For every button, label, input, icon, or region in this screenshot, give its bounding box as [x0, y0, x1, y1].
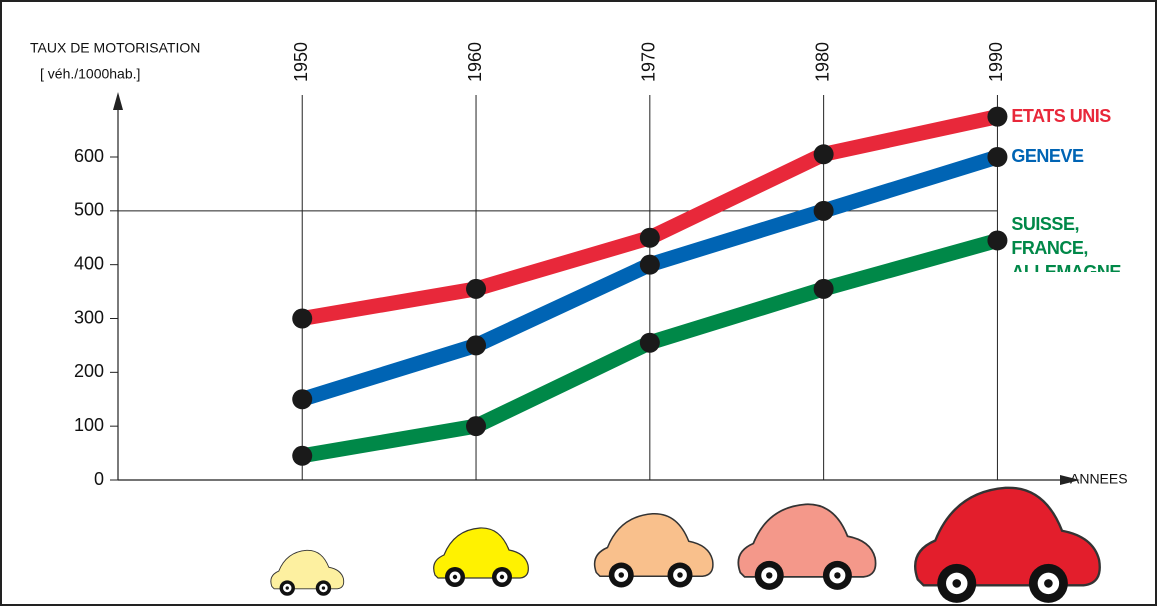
y-axis-label: TAUX DE MOTORISATION [30, 40, 200, 56]
data-point [466, 335, 487, 356]
data-point [466, 416, 487, 437]
x-tick-label: 1980 [812, 42, 832, 82]
legend-entry: SUISSE, FRANCE, ALLEMAGNE [1011, 214, 1121, 273]
cars [270, 486, 1101, 603]
car [737, 503, 877, 590]
y-axis-label: [ véh./1000hab.] [40, 66, 140, 82]
y-tick-label: 300 [74, 307, 104, 327]
data-point [466, 278, 487, 299]
data-point [639, 254, 660, 275]
series-label: ETATS UNIS [1011, 105, 1111, 126]
y-tick-label: 100 [74, 415, 104, 435]
data-point [292, 308, 313, 329]
data-point [639, 332, 660, 353]
x-axis-arrow [1060, 475, 1080, 485]
data-point [639, 227, 660, 248]
data-point [813, 144, 834, 165]
x-tick-label: 1970 [639, 42, 659, 82]
data-point [987, 106, 1008, 127]
car [270, 549, 345, 596]
series-label: SUISSE, FRANCE, ALLEMAGNE [1011, 214, 1121, 273]
x-axis-label: ANNEES [1070, 471, 1128, 487]
y-tick-label: 600 [74, 146, 104, 166]
car [433, 527, 529, 587]
y-axis-arrow [113, 92, 123, 110]
data-point [987, 230, 1008, 251]
x-tick-label: 1990 [986, 42, 1006, 82]
car [914, 486, 1101, 603]
data-point [813, 278, 834, 299]
car [593, 512, 714, 588]
y-tick-label: 400 [74, 253, 104, 273]
data-point [813, 200, 834, 221]
data-point [292, 445, 313, 466]
data-point [987, 147, 1008, 167]
legend-entry: ETATS UNIS [1011, 105, 1111, 126]
x-tick-label: 1960 [465, 42, 485, 82]
legend-entry: GENEVE [1011, 146, 1084, 166]
y-tick-label: 200 [74, 361, 104, 381]
y-tick-label: 0 [94, 469, 104, 489]
series-label: GENEVE [1011, 146, 1084, 166]
data-point [292, 389, 313, 410]
y-tick-label: 500 [74, 200, 104, 220]
x-tick-label: 1950 [291, 42, 311, 82]
